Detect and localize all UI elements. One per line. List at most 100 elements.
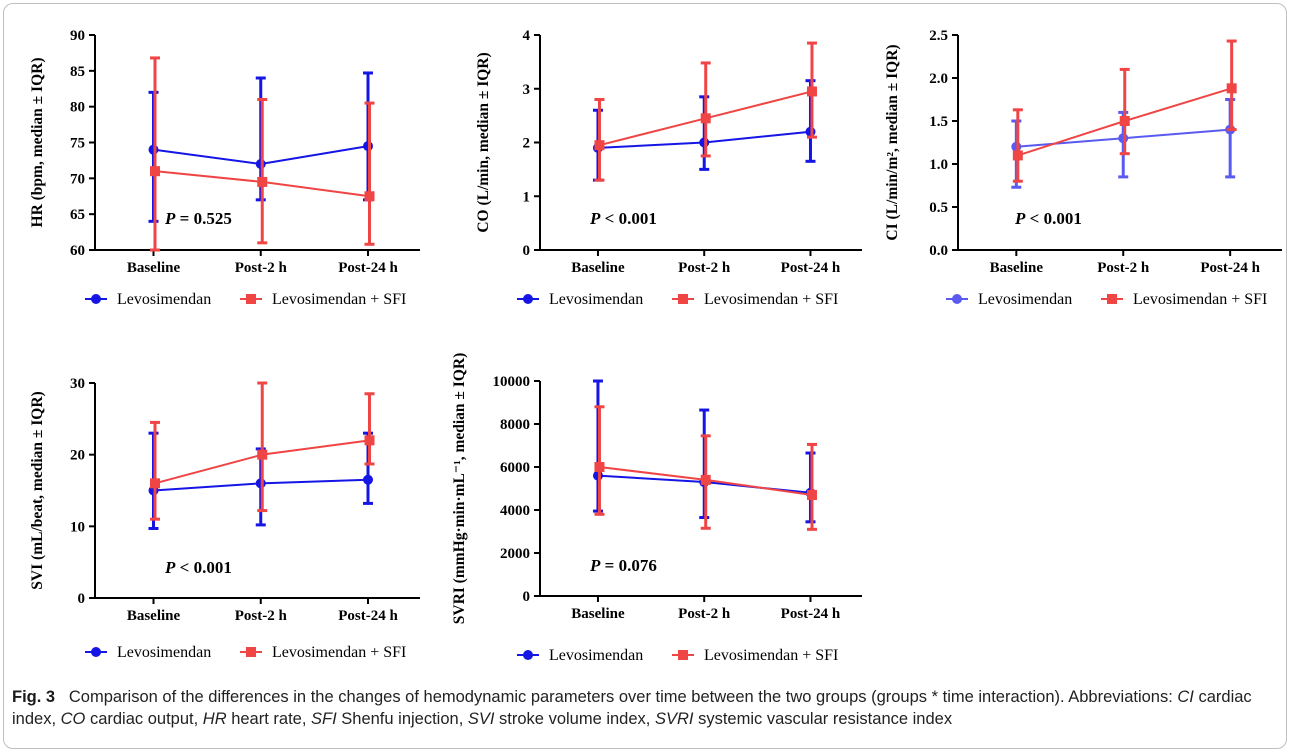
legend: Levosimendan Levosimendan + SFI (517, 291, 838, 308)
chart-panel-5: 0 2000 4000 6000 8000 10000 Baseline Post-2 h Po… (451, 353, 862, 664)
data-point-square (594, 462, 605, 472)
y-tick-label: 3 (523, 82, 531, 98)
x-tick-label: Post-2 h (678, 606, 731, 622)
p-value-label: P < 0.001 (1014, 209, 1082, 228)
p-value-label: P = 0.525 (164, 209, 232, 228)
y-tick-label: 10000 (493, 374, 531, 390)
x-tick-label: Post-2 h (235, 608, 288, 624)
chart-panel-1: 60 65 70 75 80 85 90 Baseline Post-2 h Post-24 h H… (29, 28, 420, 308)
caption-abbr-definition: heart rate, (226, 710, 312, 728)
legend-label: Levosimendan (117, 291, 211, 308)
chart-panel-3: 0.0 0.5 1.0 1.5 2.0 2.5 Baseline Post-2 h Post-2… (884, 28, 1282, 308)
legend-marker-square (246, 647, 256, 657)
y-tick-label: 90 (70, 28, 85, 44)
legend-label: Levosimendan (549, 291, 643, 308)
caption-abbr-definition: cardiac output, (85, 710, 203, 728)
caption-abbr-term: SVI (467, 710, 495, 728)
x-tick-label: Baseline (127, 260, 181, 276)
p-value-label: P < 0.001 (164, 558, 232, 577)
x-tick-label: Baseline (571, 606, 625, 622)
data-point-square (1119, 116, 1130, 126)
y-axis-label: SVRI (mmHg·min·mL⁻¹, median ± IQR) (451, 353, 468, 625)
y-tick-label: 2 (523, 136, 531, 152)
y-tick-label: 70 (70, 171, 85, 187)
x-tick-label: Post-24 h (781, 260, 841, 276)
data-point-square (150, 166, 160, 177)
data-point-circle (363, 474, 373, 485)
series-levosimendan-sfi (150, 56, 375, 252)
legend-label: Levosimendan (978, 291, 1072, 308)
x-tick-label: Baseline (990, 260, 1044, 276)
p-value-label: P < 0.001 (589, 209, 657, 228)
legend: Levosimendan Levosimendan + SFI (517, 647, 838, 664)
y-tick-label: 85 (70, 64, 85, 80)
data-point-square (806, 86, 817, 97)
data-point-square (700, 113, 711, 124)
chart-panel-2: 0 1 2 3 4 Baseline Post-2 h Post-24 h CO (L/min,… (475, 28, 862, 308)
series-levosimendan-sfi (594, 405, 817, 531)
y-tick-label: 4000 (500, 503, 530, 519)
x-tick-label: Post-24 h (1200, 260, 1260, 276)
x-tick-label: Baseline (127, 608, 181, 624)
y-tick-label: 2.0 (929, 71, 948, 87)
x-tick-label: Post-24 h (338, 608, 398, 624)
data-point-square (257, 176, 268, 187)
caption-abbr-term: SFI (311, 710, 337, 728)
legend-marker-circle (952, 294, 962, 304)
caption-label: Fig. 3 (12, 688, 56, 706)
x-tick-label: Post-2 h (678, 260, 731, 276)
y-tick-label: 0.5 (929, 200, 948, 216)
data-point-square (806, 489, 817, 500)
legend-marker-square (678, 650, 688, 660)
y-tick-label: 8000 (500, 417, 530, 433)
legend-label: Levosimendan (549, 647, 643, 664)
legend-label: Levosimendan (117, 644, 211, 661)
caption-abbr-definition: cardiac index, (12, 688, 1252, 728)
legend: Levosimendan Levosimendan + SFI (85, 644, 406, 661)
series-levosimendan-sfi (1012, 39, 1237, 183)
caption-abbr-definition: Shenfu injection, (336, 710, 468, 728)
data-point-square (594, 140, 605, 151)
y-axis-label: CI (L/min/m², median ± IQR) (884, 44, 901, 240)
legend-marker-square (678, 294, 688, 304)
legend-marker-circle (91, 647, 101, 657)
x-tick-label: Baseline (571, 260, 625, 276)
caption-body: Comparison of the differences in the cha… (12, 688, 1252, 728)
caption-abbr-definition: systemic vascular resistance index (693, 710, 953, 728)
caption-text: Comparison of the differences in the cha… (68, 688, 1178, 706)
caption-abbr-term: HR (202, 710, 227, 728)
legend-marker-square (246, 294, 256, 304)
y-tick-label: 1.0 (929, 157, 948, 173)
legend-marker-square (1107, 294, 1117, 304)
y-tick-label: 6000 (500, 460, 530, 476)
data-point-square (1012, 150, 1023, 161)
caption-abbr-term: CI (1177, 688, 1194, 706)
caption-abbr-definition: stroke volume index, (494, 710, 655, 728)
x-tick-label: Post-24 h (338, 260, 398, 276)
legend-marker-circle (523, 650, 533, 660)
y-tick-label: 2.5 (929, 28, 948, 44)
y-tick-label: 0 (523, 589, 531, 605)
y-tick-label: 0 (78, 591, 86, 607)
legend-label: Levosimendan + SFI (1133, 291, 1267, 308)
p-value-label: P = 0.076 (589, 556, 657, 575)
y-tick-label: 30 (70, 376, 85, 392)
data-point-square (257, 449, 268, 460)
series-levosimendan-sfi (594, 41, 817, 182)
x-tick-label: Post-2 h (1097, 260, 1150, 276)
y-axis-label: HR (bpm, median ± IQR) (29, 58, 46, 228)
x-tick-label: Post-2 h (235, 260, 288, 276)
y-tick-label: 10 (70, 519, 85, 535)
x-tick-label: Post-24 h (781, 606, 841, 622)
legend-marker-circle (523, 294, 533, 304)
legend-label: Levosimendan + SFI (272, 644, 406, 661)
data-point-square (364, 435, 375, 446)
y-tick-label: 1.5 (929, 114, 948, 130)
y-axis-label: SVI (mL/beat, median ± IQR) (29, 391, 46, 589)
y-tick-label: 4 (523, 28, 531, 44)
y-tick-label: 2000 (500, 546, 530, 562)
y-tick-label: 0 (523, 243, 531, 259)
y-tick-label: 75 (70, 136, 85, 152)
legend-label: Levosimendan + SFI (704, 647, 838, 664)
data-point-square (700, 474, 711, 485)
